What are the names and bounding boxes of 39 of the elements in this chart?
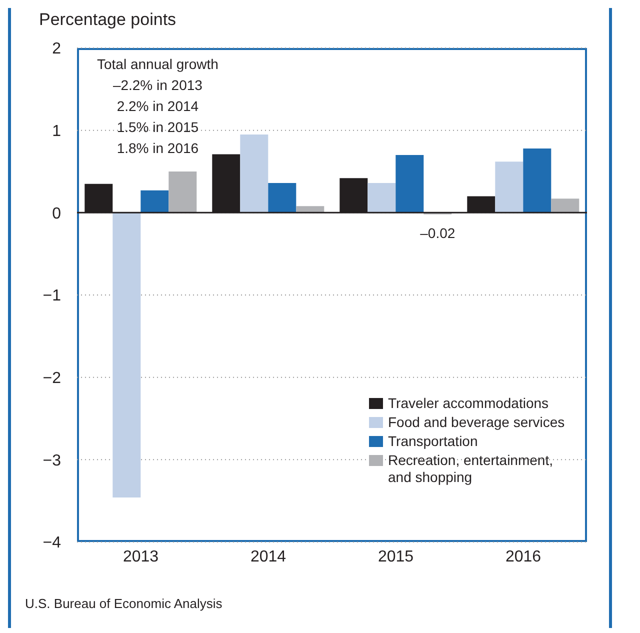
- bar: [168, 172, 197, 213]
- bar: [296, 206, 324, 213]
- x-tick-label: 2015: [378, 548, 414, 566]
- legend-label: Food and beverage services: [388, 414, 565, 432]
- y-tick-label: −1: [42, 288, 62, 305]
- y-axis-title: Percentage points: [39, 10, 176, 30]
- y-tick-label: 0: [52, 205, 62, 222]
- annotation: 1.5% in 2015: [116, 118, 200, 137]
- bar: [212, 154, 240, 213]
- text: U.S. Bureau of Economic Analysis: [25, 596, 222, 611]
- y-tick-label: 2: [52, 40, 62, 58]
- bar: [84, 184, 113, 213]
- bar: [396, 155, 424, 213]
- bar: [368, 183, 396, 213]
- annotation: 2.2% in 2014: [116, 97, 200, 116]
- bar: [112, 212, 141, 498]
- page-frame: Percentage points 2013 2014 2015 2016 −4 −3 −2 −1 0 1 2 –0.02 Traveler accommodations Food and beverage services Transportation Recreation, entertainment, and shopping Total annual growth –2.2% in 2013 2.2% in 2014 1.5% in 2015 1.8% in 2016 U.S. Bureau of Economic Analysis: [8, 8, 612, 628]
- annotation: Total annual growth: [97, 55, 218, 74]
- y-tick-label: −3: [42, 452, 62, 470]
- bar: [551, 198, 580, 213]
- x-tick-label: 2014: [250, 548, 286, 566]
- bar: [467, 196, 496, 213]
- x-tick-label: 2013: [122, 548, 159, 566]
- bar: [240, 134, 268, 213]
- annotation: –2.2% in 2013: [112, 76, 204, 95]
- legend-label: Transportation: [388, 433, 478, 450]
- y-tick-label: −4: [42, 534, 62, 552]
- data-label: –0.02: [420, 224, 456, 241]
- x-tick-label: 2016: [505, 548, 542, 566]
- bar: [268, 183, 296, 213]
- y-tick-label: 1: [52, 123, 62, 140]
- annotation: 1.8% in 2016: [116, 139, 200, 158]
- bar: [523, 148, 552, 213]
- bar: [340, 178, 368, 213]
- legend-label: Traveler accommodations: [388, 395, 549, 412]
- bar: [140, 190, 169, 213]
- bar: [495, 162, 524, 213]
- legend-label: Recreation, entertainment, and shopping: [388, 452, 554, 486]
- y-tick-label: −2: [42, 370, 62, 388]
